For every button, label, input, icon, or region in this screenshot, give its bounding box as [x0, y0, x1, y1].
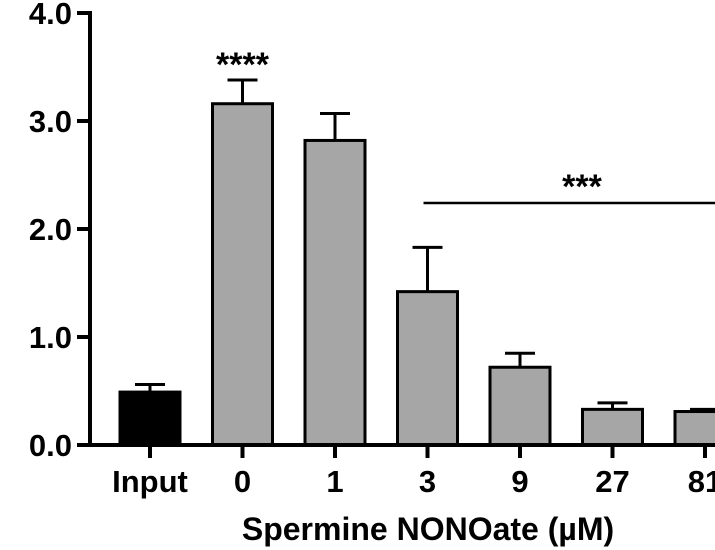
y-tick-label: 4.0 [29, 0, 72, 31]
bar-9 [488, 365, 552, 447]
x-tick-label: 3 [419, 464, 436, 499]
bar-0 [211, 102, 274, 447]
y-axis: 0.0 1.0 2.0 3.0 4.0 [29, 0, 92, 463]
x-tick-label: 27 [595, 464, 629, 499]
bar-3 [396, 290, 459, 447]
y-tick-label: 0.0 [29, 428, 72, 463]
x-tick-label: 81 [688, 464, 715, 499]
x-tick-label: Input [112, 464, 188, 499]
annotations: ******* [216, 46, 715, 206]
x-axis-label: Spermine NONOate (µM) [242, 511, 614, 547]
significance-label: *** [562, 168, 602, 206]
x-tick-label: 0 [234, 464, 251, 499]
y-tick-label: 2.0 [29, 212, 72, 247]
x-tick-label: 1 [326, 464, 343, 499]
x-tick-label: 9 [511, 464, 528, 499]
bar-81 [673, 410, 715, 447]
y-tick-label: 3.0 [29, 104, 72, 139]
bar-Input [118, 390, 182, 447]
x-axis: Input 0 1 3 9 27 81 [90, 443, 715, 499]
bar-1 [303, 138, 367, 447]
significance-label: **** [216, 46, 270, 84]
bar-27 [581, 407, 644, 447]
y-tick-label: 1.0 [29, 320, 72, 355]
bars [118, 78, 715, 447]
